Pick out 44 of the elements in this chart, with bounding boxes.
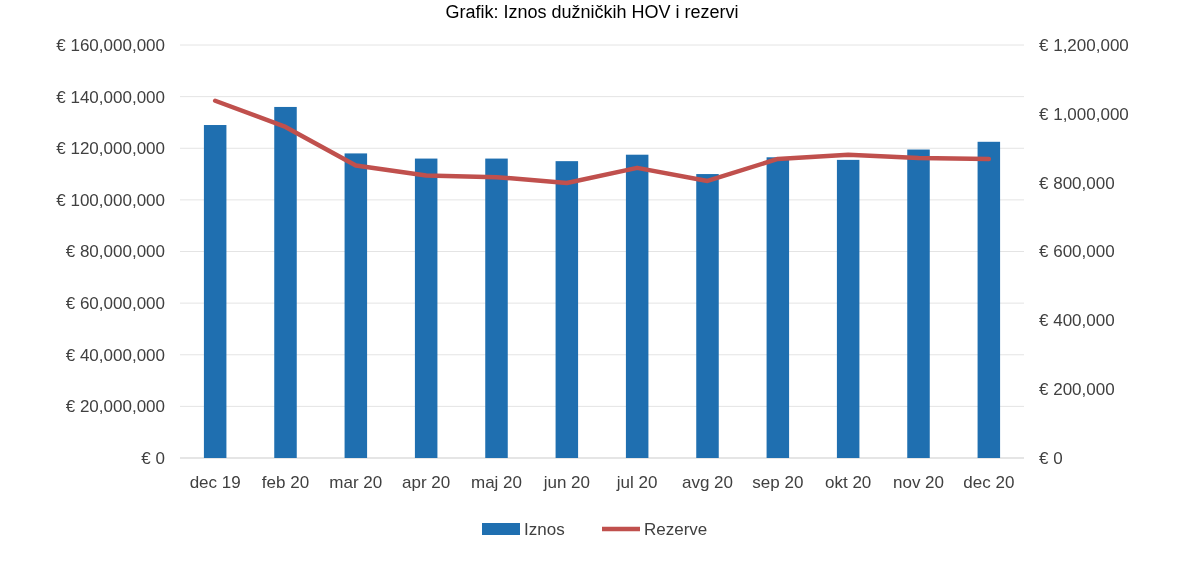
- x-tick-label: maj 20: [470, 473, 523, 492]
- y-tick-label: € 60,000,000: [65, 294, 165, 314]
- y2-tick-label: € 1,000,000: [1039, 104, 1129, 124]
- y-tick-label: € 120,000,000: [56, 139, 165, 159]
- bar: [485, 158, 508, 458]
- x-tick-label: jul 20: [615, 473, 658, 492]
- legend-label: Iznos: [524, 519, 565, 539]
- y-tick-label: € 160,000,000: [56, 35, 165, 55]
- bar: [555, 161, 579, 458]
- y-tick-label: € 20,000,000: [65, 397, 165, 417]
- x-tick-label: feb 20: [261, 473, 310, 492]
- x-tick-label: okt 20: [825, 473, 872, 492]
- bar: [625, 154, 649, 458]
- bar: [414, 158, 438, 458]
- x-tick-label: nov 20: [892, 473, 945, 492]
- y2-tick-label: € 800,000: [1039, 173, 1115, 193]
- x-tick-label: dec 20: [963, 473, 1015, 492]
- y-tick-label: € 100,000,000: [56, 190, 165, 210]
- bar: [696, 174, 719, 458]
- y2-tick-label: € 0: [1039, 448, 1063, 468]
- x-tick-label: jun 20: [542, 473, 590, 492]
- bar: [836, 159, 860, 458]
- y2-tick-label: € 200,000: [1039, 380, 1115, 400]
- bar: [274, 106, 297, 458]
- x-tick-label: dec 19: [189, 473, 241, 492]
- y-tick-label: € 0: [141, 448, 165, 468]
- line-series: [212, 98, 992, 186]
- x-tick-label: mar 20: [329, 473, 383, 492]
- y2-tick-label: € 600,000: [1039, 242, 1115, 262]
- y2-tick-label: € 400,000: [1039, 311, 1115, 331]
- x-tick-label: sep 20: [752, 473, 804, 492]
- y-tick-label: € 40,000,000: [65, 345, 165, 365]
- x-tick-label: avg 20: [681, 473, 734, 492]
- y2-tick-label: € 1,200,000: [1039, 35, 1129, 55]
- y-tick-label: € 80,000,000: [65, 242, 165, 262]
- bar: [344, 153, 368, 458]
- bar: [907, 149, 930, 458]
- x-tick-label: apr 20: [402, 473, 451, 492]
- legend-label: Rezerve: [644, 519, 708, 539]
- chart-title: Grafik: Iznos dužničkih HOV i rezervi: [445, 2, 739, 22]
- bar: [203, 125, 227, 458]
- bar: [766, 157, 790, 458]
- y-tick-label: € 140,000,000: [56, 87, 165, 107]
- bar: [977, 141, 1001, 458]
